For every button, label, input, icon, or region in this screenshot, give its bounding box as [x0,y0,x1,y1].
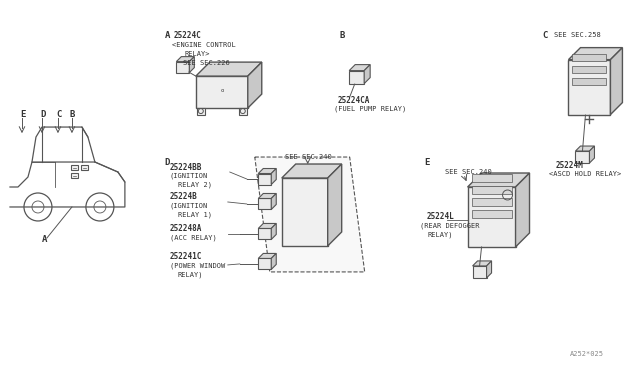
Polygon shape [364,65,370,84]
Text: o: o [220,87,223,93]
Polygon shape [259,193,276,199]
Polygon shape [516,173,529,247]
Bar [472,198,511,206]
Text: 25224L: 25224L [427,212,454,221]
Polygon shape [486,261,492,278]
Text: 25224BB: 25224BB [170,163,202,171]
Text: (ACC RELAY): (ACC RELAY) [170,235,216,241]
Text: 25224B: 25224B [170,192,198,202]
Polygon shape [611,48,623,115]
Text: SEE SEC.258: SEE SEC.258 [554,32,601,38]
Bar [259,228,271,240]
Text: 252248A: 252248A [170,224,202,234]
Bar [196,76,248,108]
Text: B: B [340,31,345,40]
Polygon shape [328,164,342,246]
Polygon shape [248,62,262,108]
Text: E: E [20,110,26,119]
Polygon shape [472,261,492,266]
Polygon shape [271,193,276,209]
Polygon shape [589,146,595,163]
Polygon shape [255,157,365,272]
Polygon shape [271,253,276,269]
Bar [72,173,79,177]
Text: 25224M: 25224M [556,161,583,170]
Polygon shape [189,57,195,73]
Text: 25224CA: 25224CA [338,96,370,105]
Polygon shape [271,169,276,185]
Text: C: C [543,31,548,40]
Bar [472,186,511,194]
Text: <ASCD HOLD RELAY>: <ASCD HOLD RELAY> [548,171,621,177]
Bar [468,187,516,247]
Bar [197,108,205,115]
Bar [177,62,189,73]
Text: 252241C: 252241C [170,253,202,262]
Text: (POWER WINDOW: (POWER WINDOW [170,263,225,269]
Polygon shape [568,48,623,60]
Text: RELAY 2): RELAY 2) [178,182,212,188]
Polygon shape [259,169,276,173]
Bar [72,164,79,170]
Bar [568,60,611,115]
Bar [259,259,271,269]
Bar [349,71,364,84]
Bar [575,151,589,163]
Text: RELAY): RELAY) [428,232,453,238]
Bar [573,78,607,85]
Text: (FUEL PUMP RELAY): (FUEL PUMP RELAY) [333,106,406,112]
Text: SEE SEC.240: SEE SEC.240 [285,154,332,160]
Text: RELAY>: RELAY> [185,51,211,57]
Text: <ENGINE CONTROL: <ENGINE CONTROL [172,42,236,48]
Polygon shape [349,65,370,71]
Text: B: B [70,110,76,119]
Text: C: C [56,110,61,119]
Text: RELAY 1): RELAY 1) [178,212,212,218]
Polygon shape [282,164,342,178]
Text: RELAY): RELAY) [178,272,204,278]
Bar [573,54,607,61]
Text: A: A [42,235,47,244]
Polygon shape [177,57,195,62]
Bar [81,164,88,170]
Text: E: E [424,157,430,167]
Bar [259,173,271,185]
Text: SEE SEC.240: SEE SEC.240 [445,169,492,175]
Polygon shape [468,173,529,187]
Text: (IGNITION: (IGNITION [170,203,208,209]
Bar [259,199,271,209]
Bar [573,66,607,73]
Bar [472,174,511,182]
Bar [472,210,511,218]
Text: SEE SEC.226: SEE SEC.226 [183,60,230,66]
Polygon shape [259,224,276,228]
Polygon shape [271,224,276,240]
Text: 25224C: 25224C [174,31,202,40]
Polygon shape [575,146,595,151]
Text: (IGNITION: (IGNITION [170,173,208,179]
Bar [472,266,486,278]
Text: D: D [165,157,170,167]
Polygon shape [196,62,262,76]
Text: D: D [40,110,45,119]
Polygon shape [259,253,276,259]
Text: (REAR DEFOGGER: (REAR DEFOGGER [420,223,479,229]
Text: A252*025: A252*025 [570,351,604,357]
Bar [282,178,328,246]
Text: A: A [165,31,170,40]
Bar [239,108,247,115]
